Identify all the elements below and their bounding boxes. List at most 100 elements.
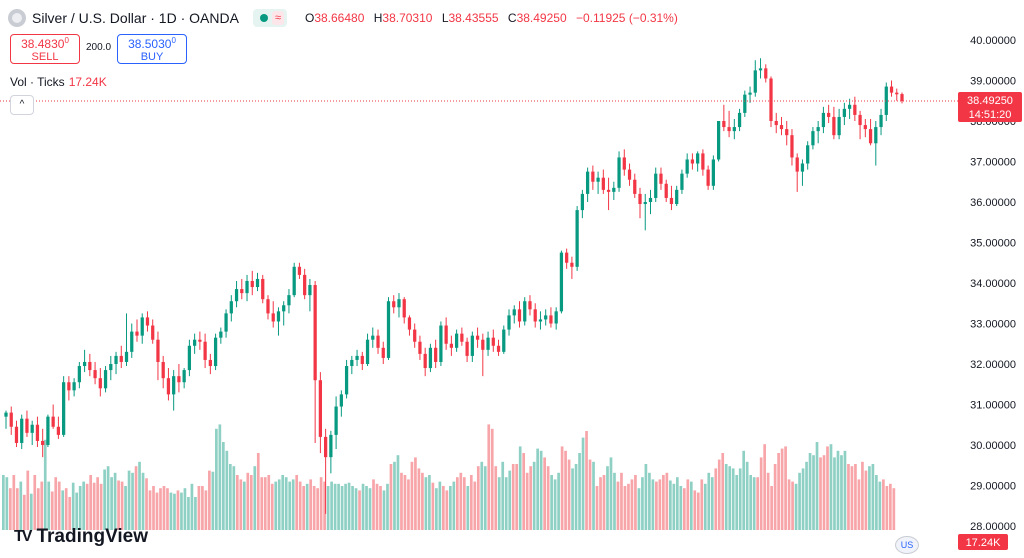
volume-bar	[57, 481, 61, 530]
candle-body	[758, 68, 763, 71]
volume-bar	[574, 464, 578, 530]
candle-body	[853, 104, 857, 115]
candle	[203, 333, 207, 369]
tradingview-logo[interactable]: TV TradingView	[14, 526, 148, 548]
sell-button[interactable]: 38.48300 SELL	[10, 34, 80, 64]
candle	[182, 368, 186, 389]
collapse-legend-button[interactable]: ^	[10, 95, 34, 115]
candle-body	[627, 169, 632, 180]
volume-bar	[857, 479, 861, 530]
volume-bar	[637, 488, 641, 530]
candle-body	[512, 309, 516, 316]
volume-bar	[689, 481, 693, 530]
candle	[109, 355, 113, 381]
candle-body	[255, 278, 260, 288]
candle-body	[795, 157, 799, 172]
market-open-dot-icon	[259, 14, 268, 22]
candle	[292, 262, 296, 298]
price-axis-tick: 32.00000	[970, 359, 1016, 371]
candle-body	[889, 86, 894, 93]
volume-bar	[630, 479, 634, 530]
volume-bar	[152, 486, 155, 530]
volume-bar	[424, 477, 428, 530]
candle-body	[748, 92, 752, 95]
candle-body	[884, 86, 888, 115]
candle-body	[229, 301, 233, 314]
volume-bar	[875, 475, 878, 530]
volume-bar	[833, 457, 836, 530]
volume-bar	[89, 475, 92, 530]
candle	[622, 149, 626, 176]
volume-bar	[106, 466, 110, 530]
volume-bar	[211, 471, 215, 530]
volume-bar	[878, 481, 882, 530]
volume-bar	[494, 466, 498, 530]
candle-body	[245, 280, 249, 294]
volume-bar	[267, 475, 271, 530]
candle	[135, 319, 139, 342]
candle	[664, 179, 668, 202]
silver-coin-icon	[8, 9, 26, 27]
volume-bar	[354, 488, 358, 530]
candle-body	[764, 68, 768, 79]
candle-body	[538, 319, 543, 322]
volume-bar	[141, 472, 145, 530]
candle	[612, 181, 616, 200]
candle	[82, 349, 87, 373]
candle	[46, 414, 50, 448]
price-axis-tick: 36.00000	[970, 197, 1016, 209]
candle-body	[633, 179, 637, 194]
buy-button[interactable]: 38.50300 BUY	[117, 34, 187, 64]
candle	[454, 329, 459, 352]
volume-bar	[455, 477, 459, 530]
candle-body	[481, 339, 485, 350]
candle-body	[371, 335, 375, 340]
price-axis-tick: 40.00000	[970, 35, 1016, 47]
volume-bar	[190, 483, 194, 530]
volume-bar	[75, 492, 79, 530]
volume-bar	[29, 493, 33, 530]
us-flag-icon[interactable]: US	[895, 536, 919, 554]
volume-bar	[120, 481, 124, 530]
volume-bar	[518, 446, 522, 530]
candle-body	[402, 299, 406, 318]
volume-bar	[766, 472, 770, 530]
volume-bar	[504, 477, 508, 530]
candle	[198, 331, 202, 350]
volume-bar	[815, 442, 819, 530]
volume-bar	[864, 470, 868, 530]
volume-bar	[8, 488, 12, 530]
candle	[276, 307, 281, 336]
volume-bar	[291, 479, 295, 530]
candle-body	[868, 129, 873, 144]
volume-bar	[124, 486, 127, 530]
candle	[884, 82, 888, 121]
volume-bar	[298, 481, 302, 530]
candle-body	[407, 317, 412, 330]
volume-bar	[438, 481, 442, 530]
volume-bar	[148, 490, 152, 530]
candle-body	[496, 345, 501, 352]
candle-body	[303, 274, 307, 296]
candle	[20, 414, 24, 450]
symbol-title[interactable]: Silver / U.S. Dollar · 1D · OANDA	[32, 10, 239, 26]
volume-bar	[469, 475, 473, 530]
candle	[88, 353, 92, 377]
candle	[166, 368, 171, 401]
candle	[580, 189, 584, 219]
volume-bar	[581, 437, 585, 530]
volume-bar	[560, 446, 564, 530]
market-status[interactable]: ≈	[252, 9, 287, 27]
volume-bar	[784, 446, 787, 530]
volume-legend[interactable]: Vol · Ticks 17.24K	[10, 75, 107, 89]
volume-bar	[68, 497, 72, 530]
volume-bar	[36, 488, 40, 530]
volume-bar	[372, 479, 375, 530]
candle	[643, 193, 647, 231]
candle	[62, 376, 66, 437]
candle	[151, 319, 155, 344]
candle	[177, 364, 181, 393]
candle	[538, 311, 543, 330]
volume-bar	[808, 453, 812, 530]
